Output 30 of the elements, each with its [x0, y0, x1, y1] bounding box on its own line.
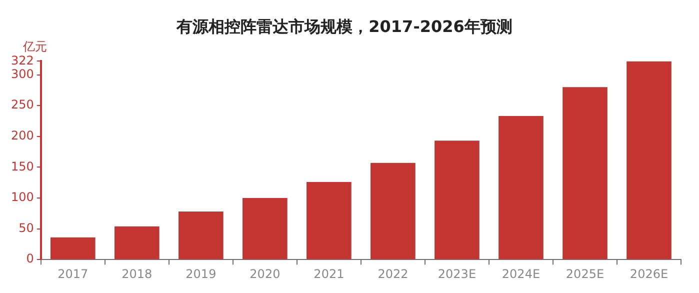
x-tick-label: 2017 [58, 266, 88, 281]
y-tick-label: 300 [11, 66, 34, 81]
x-tick-label: 2021 [314, 266, 344, 281]
bar [114, 226, 160, 260]
bar [498, 116, 544, 260]
bar [626, 61, 672, 260]
x-tick-label: 2026E [630, 266, 668, 281]
y-tick-label: 250 [11, 98, 34, 112]
bar [370, 162, 416, 260]
y-axis-title: 亿元 [22, 39, 47, 54]
bar [242, 198, 288, 260]
y-tick-label: 0 [26, 252, 34, 266]
y-tick-label: 150 [11, 159, 34, 174]
chart-title: 有源相控阵雷达市场规模，2017-2026年预测 [176, 16, 512, 36]
x-tick-label: 2018 [122, 266, 152, 281]
y-tick-label: 322 [11, 53, 34, 68]
x-tick-label: 2020 [250, 266, 280, 281]
x-tick-label: 2019 [186, 266, 216, 281]
bar [178, 212, 224, 260]
y-tick-label: 200 [11, 128, 34, 142]
x-tick-label: 2025E [566, 266, 604, 281]
bar [434, 140, 480, 260]
bar [50, 237, 96, 260]
y-tick-label: 100 [11, 190, 34, 204]
bar [562, 87, 608, 260]
bar [306, 182, 352, 260]
y-tick-label: 50 [18, 220, 34, 235]
x-tick-label: 2023E [438, 266, 476, 281]
x-tick-label: 2022 [378, 266, 408, 281]
x-tick-label: 2024E [502, 266, 540, 281]
